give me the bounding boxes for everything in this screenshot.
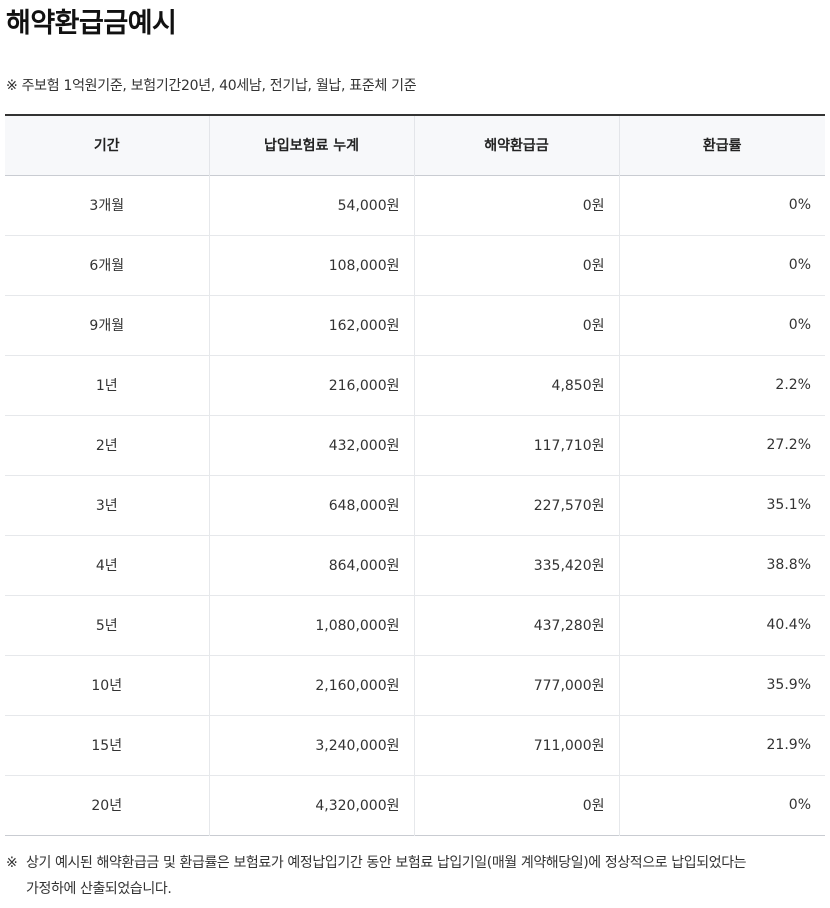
cell-refund-rate: 0% <box>618 235 825 295</box>
cell-refund-rate: 2.2% <box>618 355 825 415</box>
cell-period: 1년 <box>95 378 118 394</box>
table-row: 15년 3,240,000원 711,000원 21.9% <box>5 715 825 775</box>
cell-refund-rate: 35.1% <box>618 475 825 535</box>
cell-refund-rate: 27.2% <box>618 415 825 475</box>
cell-refund-rate: 38.8% <box>618 535 825 595</box>
cell-refund: 437,280원 <box>413 595 619 655</box>
cell-period: 20년 <box>91 798 123 814</box>
cell-refund: 335,420원 <box>413 535 619 595</box>
cell-refund: 0원 <box>413 175 619 235</box>
cell-refund: 227,570원 <box>413 475 619 535</box>
cell-paid-total: 864,000원 <box>208 535 414 595</box>
cell-refund: 0원 <box>413 295 619 355</box>
refund-table: 기간 납입보험료 누계 해약환급금 환급률 3개월 54,000원 0원 0% 6개월 1… <box>5 114 825 836</box>
cell-paid-total: 648,000원 <box>208 475 414 535</box>
cell-paid-total: 4,320,000원 <box>208 775 414 835</box>
page-title: 해약환급금예시 <box>6 8 177 39</box>
table-row: 5년 1,080,000원 437,280원 40.4% <box>5 595 825 655</box>
table-row: 3년 648,000원 227,570원 35.1% <box>5 475 825 535</box>
calculation-note: ※ 상기 예시된 해약환급금 및 환급률은 보험료가 예정납입기간 동안 보험료 … <box>6 850 824 902</box>
cell-paid-total: 162,000원 <box>208 295 414 355</box>
cell-period: 4년 <box>95 558 118 574</box>
note-mark: ※ <box>6 855 18 871</box>
cell-paid-total: 3,240,000원 <box>208 715 414 775</box>
cell-period: 15년 <box>91 738 123 754</box>
table-row: 2년 432,000원 117,710원 27.2% <box>5 415 825 475</box>
cell-paid-total: 2,160,000원 <box>208 655 414 715</box>
cell-refund: 4,850원 <box>413 355 619 415</box>
cell-paid-total: 1,080,000원 <box>208 595 414 655</box>
cell-refund-rate: 0% <box>618 775 825 835</box>
table-body: 3개월 54,000원 0원 0% 6개월 108,000원 0원 0% 9개월 162,000원… <box>5 175 825 835</box>
cell-period: 10년 <box>91 678 123 694</box>
cell-paid-total: 54,000원 <box>208 175 414 235</box>
basis-note: ※ 주보험 1억원기준, 보험기간20년, 40세남, 전기납, 월납, 표준체… <box>6 78 417 94</box>
table-row: 20년 4,320,000원 0원 0% <box>5 775 825 835</box>
cell-refund-rate: 21.9% <box>618 715 825 775</box>
table-header: 기간 납입보험료 누계 해약환급금 환급률 <box>5 115 825 175</box>
cell-paid-total: 432,000원 <box>208 415 414 475</box>
cell-period: 9개월 <box>89 318 125 334</box>
table-row: 4년 864,000원 335,420원 38.8% <box>5 535 825 595</box>
header-paid-total: 납입보험료 누계 <box>208 115 414 175</box>
cell-refund: 0원 <box>413 775 619 835</box>
cell-refund: 117,710원 <box>413 415 619 475</box>
cell-period: 3년 <box>95 498 118 514</box>
cell-period: 6개월 <box>89 258 125 274</box>
cell-refund-rate: 0% <box>618 175 825 235</box>
cell-paid-total: 108,000원 <box>208 235 414 295</box>
cell-refund: 711,000원 <box>413 715 619 775</box>
note-line-2: 가정하에 산출되었습니다. <box>26 881 172 897</box>
cell-paid-total: 216,000원 <box>208 355 414 415</box>
header-refund-rate: 환급률 <box>618 115 825 175</box>
cell-period: 2년 <box>95 438 118 454</box>
table-row: 6개월 108,000원 0원 0% <box>5 235 825 295</box>
table-row: 10년 2,160,000원 777,000원 35.9% <box>5 655 825 715</box>
cell-period: 3개월 <box>89 198 125 214</box>
cell-refund-rate: 35.9% <box>618 655 825 715</box>
table-row: 3개월 54,000원 0원 0% <box>5 175 825 235</box>
table-row: 1년 216,000원 4,850원 2.2% <box>5 355 825 415</box>
header-refund: 해약환급금 <box>413 115 619 175</box>
cell-refund-rate: 40.4% <box>618 595 825 655</box>
refund-table-wrapper: 기간 납입보험료 누계 해약환급금 환급률 3개월 54,000원 0원 0% 6개월 1… <box>5 114 825 836</box>
header-period: 기간 <box>93 138 120 155</box>
cell-refund-rate: 0% <box>618 295 825 355</box>
cell-period: 5년 <box>95 618 118 634</box>
note-line-1: 상기 예시된 해약환급금 및 환급률은 보험료가 예정납입기간 동안 보험료 납… <box>26 855 747 871</box>
header-row: 기간 납입보험료 누계 해약환급금 환급률 <box>5 115 825 175</box>
cell-refund: 777,000원 <box>413 655 619 715</box>
cell-refund: 0원 <box>413 235 619 295</box>
table-row: 9개월 162,000원 0원 0% <box>5 295 825 355</box>
